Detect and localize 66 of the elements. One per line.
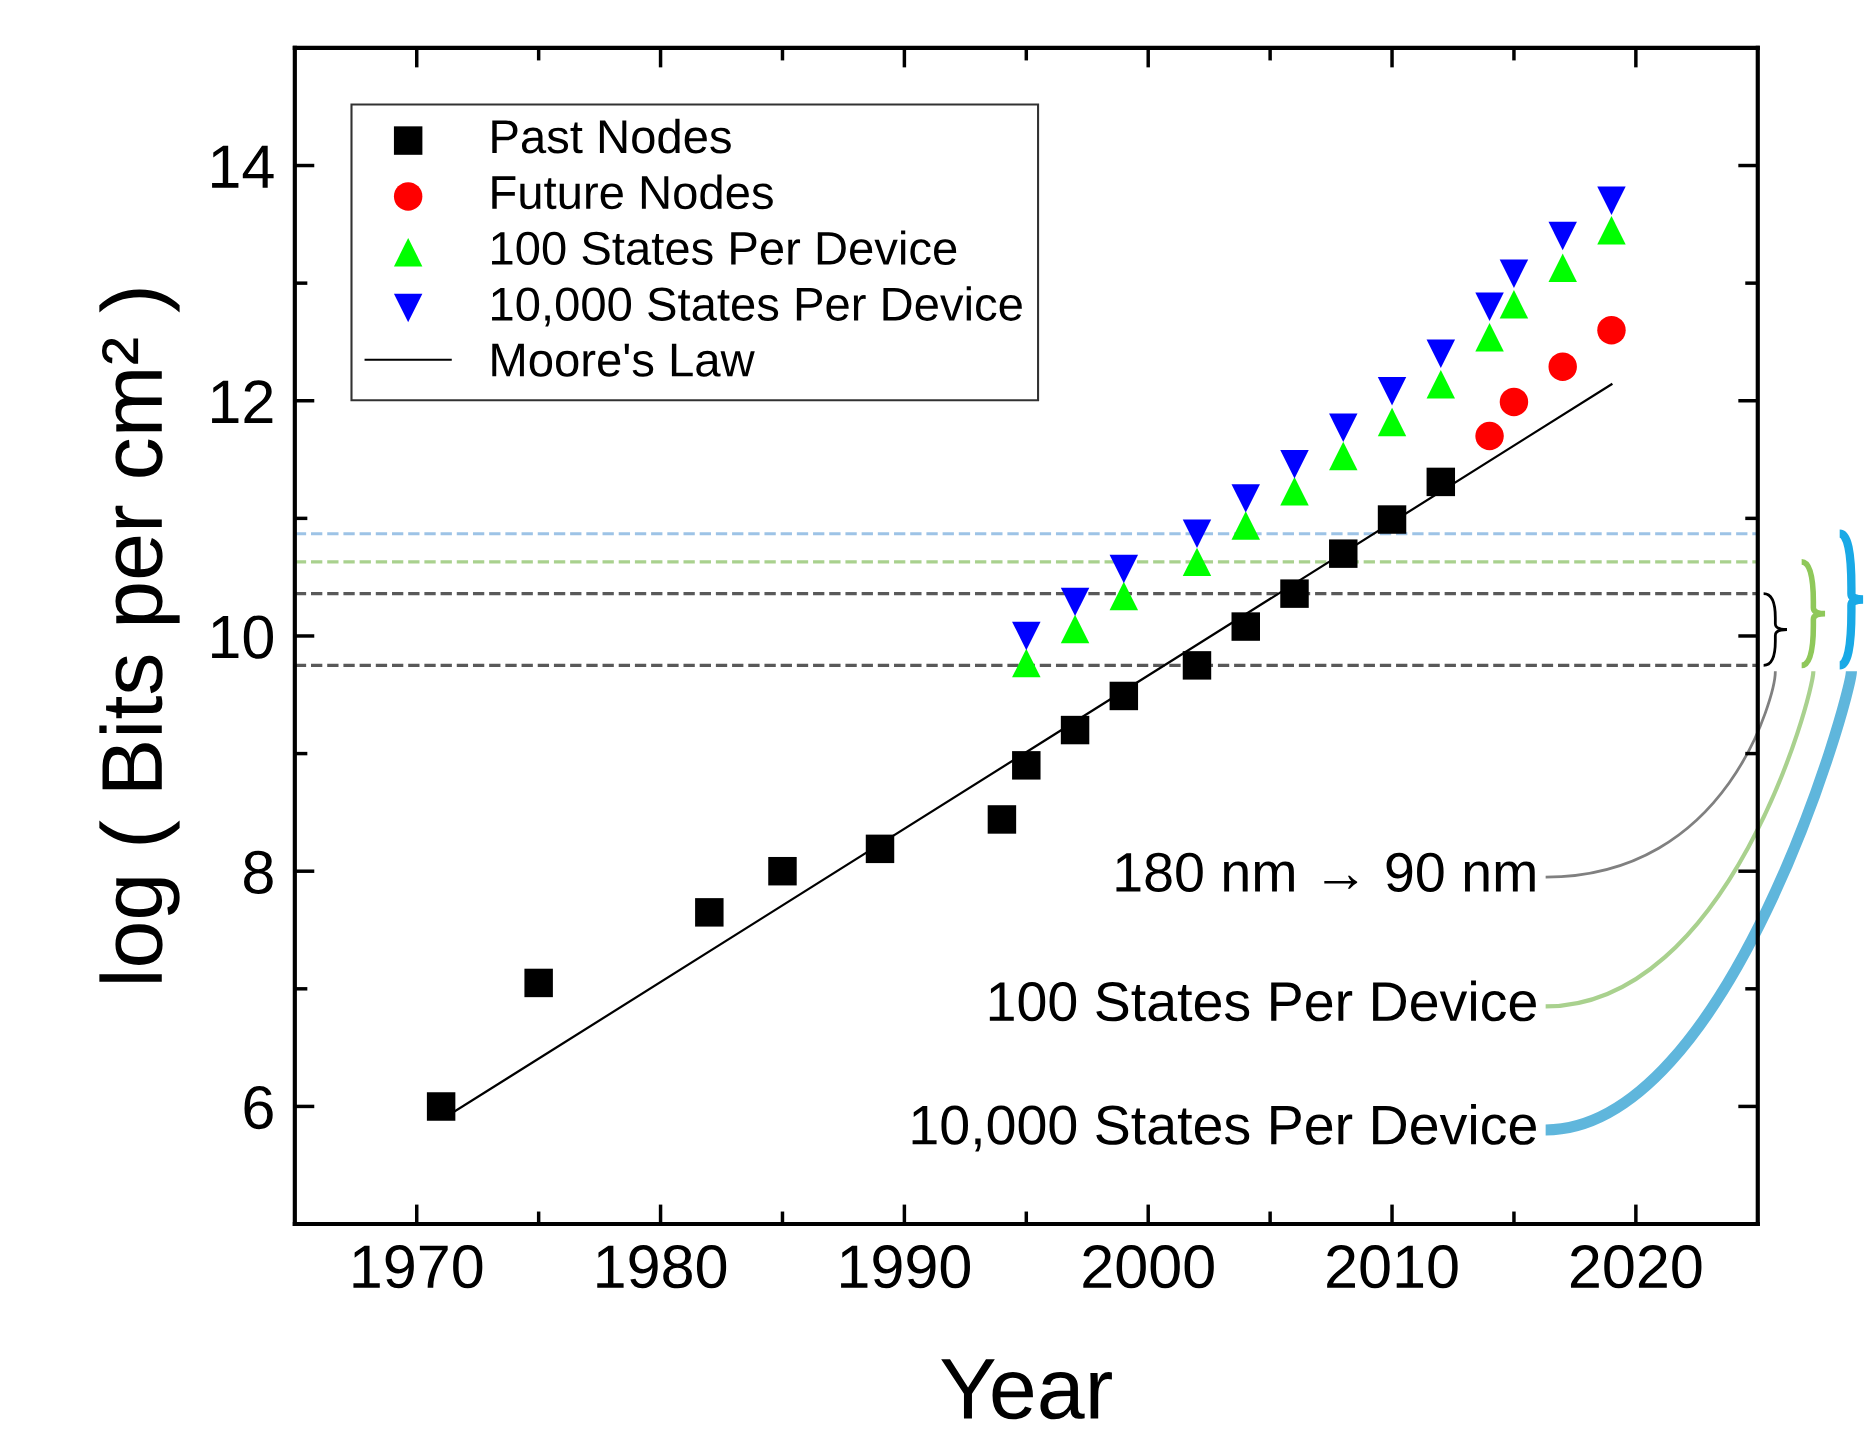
y-tick-label: 10 [212, 615, 273, 659]
point [1329, 441, 1358, 471]
point [1109, 554, 1139, 584]
point [1182, 547, 1212, 577]
point [1280, 450, 1309, 479]
point [1109, 581, 1139, 611]
point [1426, 370, 1456, 399]
point [1060, 614, 1090, 644]
point [1426, 467, 1456, 497]
y-tick-label: 6 [244, 1085, 273, 1130]
y-axis-title: log ( Bits per cm² ) [99, 289, 180, 982]
point [695, 898, 724, 927]
point [1499, 387, 1529, 417]
point [1377, 407, 1407, 437]
legend-label: 100 States Per Device [492, 230, 957, 266]
annotation: 10,000 States Per Device [912, 1104, 1536, 1152]
point [1475, 292, 1504, 321]
point [1012, 648, 1041, 678]
point [524, 968, 553, 998]
point [1329, 413, 1358, 443]
point [1182, 519, 1212, 548]
x-tick-label: 1990 [841, 1245, 970, 1289]
annotation: 180 nm → 90 nm [1116, 852, 1535, 892]
point [1475, 421, 1504, 451]
point [1548, 221, 1577, 251]
point [1231, 511, 1260, 540]
point [1280, 579, 1309, 608]
point [1499, 259, 1529, 288]
point [1597, 315, 1626, 345]
y-tick-label: 14 [212, 145, 274, 188]
point [1012, 621, 1041, 651]
point [1377, 377, 1407, 406]
point [1426, 339, 1456, 368]
point [1475, 323, 1504, 352]
point [1377, 505, 1407, 534]
point [1329, 539, 1358, 568]
y-tick-label: 8 [244, 850, 273, 894]
x-tick-label: 2010 [1327, 1245, 1458, 1289]
point [1597, 215, 1626, 245]
annotation: 100 States Per Device [989, 980, 1536, 1022]
point [1231, 484, 1260, 513]
point [1182, 651, 1212, 680]
legend-label: Past Nodes [492, 118, 731, 154]
point [1499, 290, 1529, 319]
x-tick-label: 1980 [597, 1245, 727, 1289]
x-axis-title: Year [941, 1359, 1112, 1420]
x-tick-label: 2020 [1570, 1245, 1702, 1289]
x-tick-label: 2000 [1083, 1245, 1214, 1289]
point [1548, 352, 1577, 381]
legend-label: Moore's Law [492, 343, 755, 377]
point [1060, 715, 1090, 745]
point [1231, 612, 1260, 641]
point [768, 856, 797, 886]
point [426, 1092, 456, 1121]
point [987, 805, 1017, 834]
point [1012, 751, 1041, 780]
point [1060, 587, 1090, 617]
point [1548, 253, 1577, 283]
legend-label: Future Nodes [492, 174, 773, 210]
point [1109, 681, 1139, 711]
x-tick-label: 1970 [353, 1245, 483, 1289]
legend-label: 10,000 States Per Device [492, 286, 1022, 327]
point [865, 834, 895, 864]
y-tick-label: 12 [212, 380, 273, 423]
point [1280, 477, 1309, 506]
point [1597, 186, 1626, 216]
